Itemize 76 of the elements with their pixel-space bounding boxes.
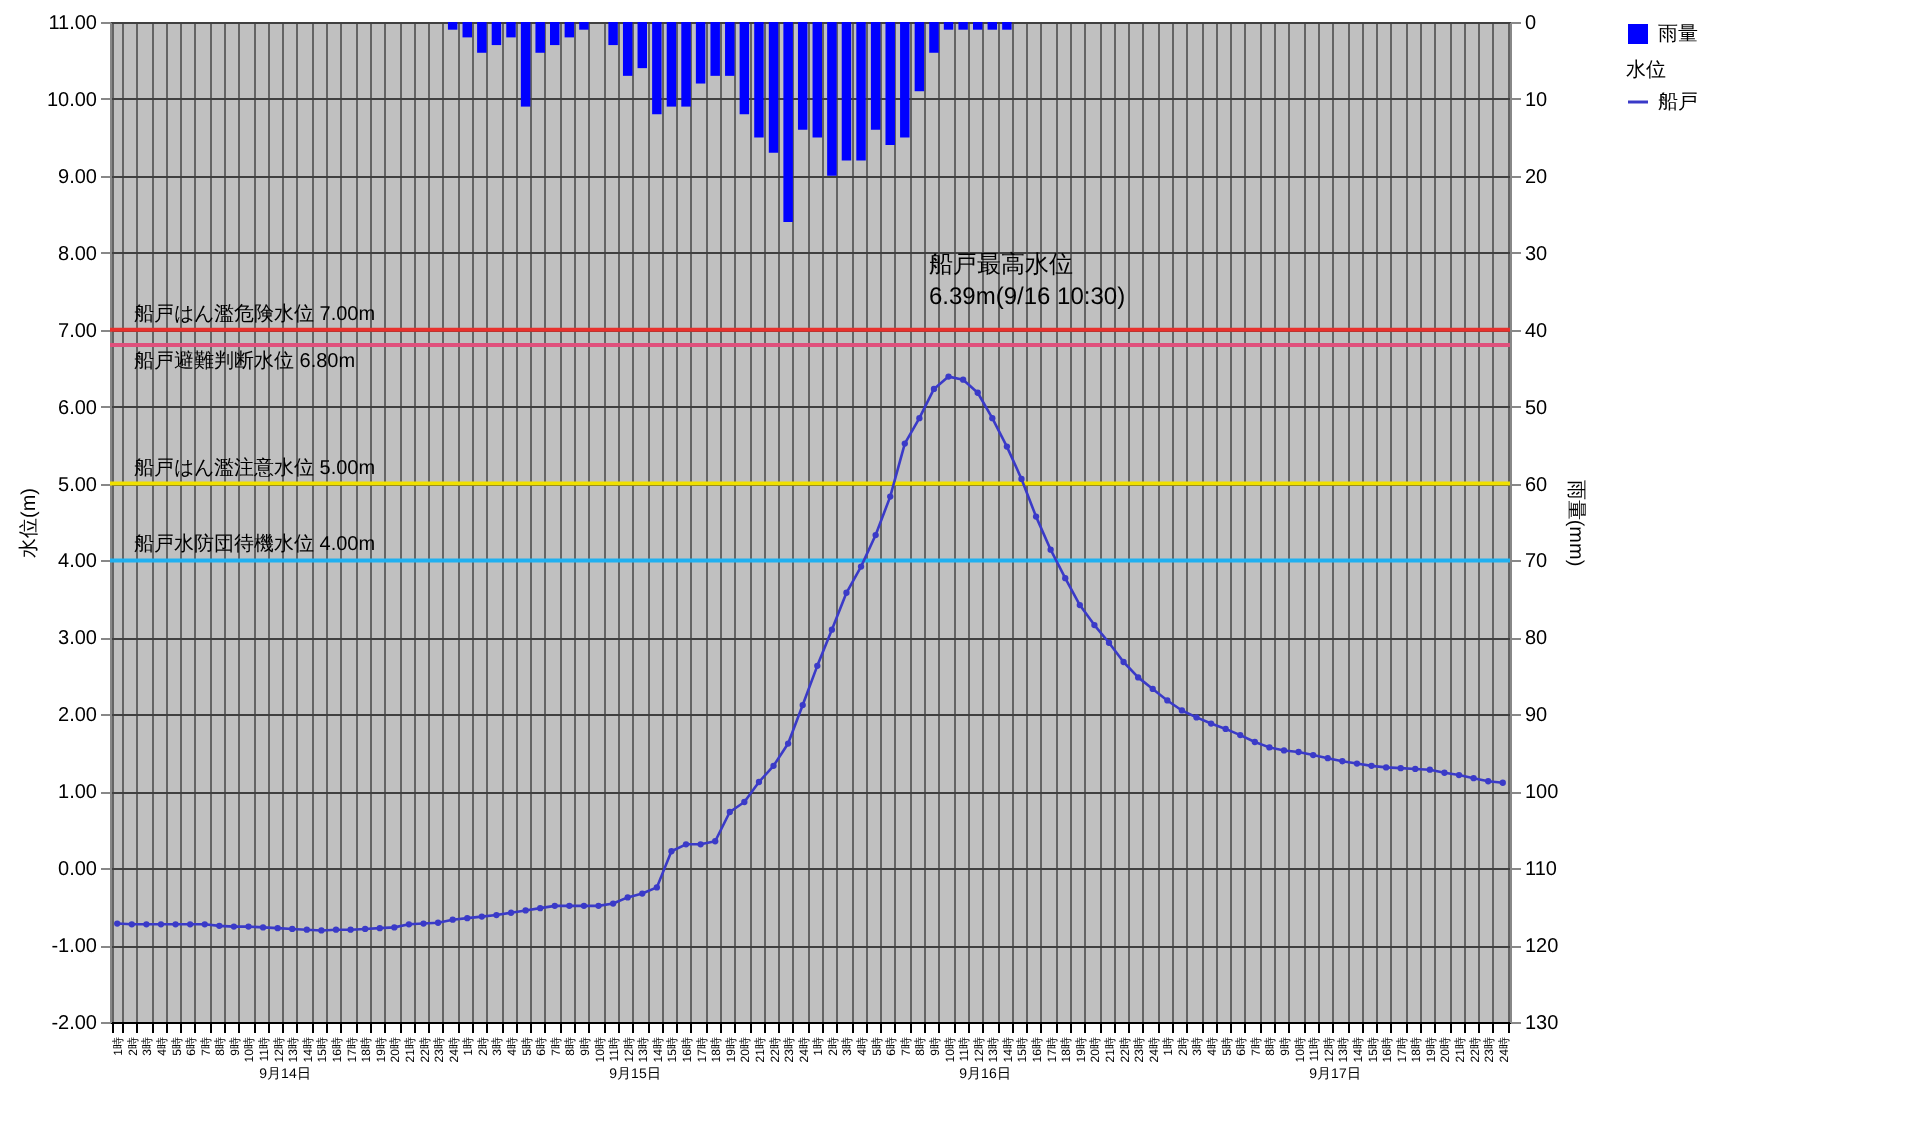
bar [710, 22, 720, 76]
y2-tick-label: 0 [1525, 13, 1537, 35]
bar [462, 22, 472, 38]
bar [797, 22, 808, 130]
bar [958, 22, 968, 30]
ref-line-label: 船戸水防団待機水位 4.00m [134, 532, 376, 557]
bar [783, 22, 793, 222]
y-tick-label: 3.00 [58, 628, 98, 651]
y2-tick-label: 30 [1525, 243, 1549, 266]
bar [870, 22, 881, 130]
y-tick-label: 7.00 [58, 320, 98, 343]
bar [622, 22, 633, 76]
y2-tick-label: 60 [1525, 474, 1549, 497]
bar [579, 22, 589, 30]
y-tick-label: 2.00 [58, 705, 98, 728]
y-axis-title: 水位(m) [16, 488, 41, 558]
bar [695, 22, 706, 84]
y-tick-label: 6.00 [58, 397, 98, 420]
bar [725, 22, 735, 76]
bar [535, 22, 545, 53]
bar [637, 22, 648, 69]
y2-tick-label: 130 [1525, 1013, 1560, 1035]
bar [652, 22, 662, 115]
bar [885, 22, 895, 146]
y2-tick-label: 110 [1525, 859, 1558, 882]
bar [520, 22, 531, 107]
ref-line-label: 船戸はん濫注意水位 5.00m [134, 455, 376, 480]
bar [550, 22, 560, 46]
bar [972, 22, 983, 30]
bar [914, 22, 925, 92]
bar [666, 22, 677, 107]
y2-tick-label: 120 [1525, 936, 1560, 959]
bar [608, 22, 618, 46]
y2-tick-label: 10 [1525, 89, 1549, 112]
bar [506, 22, 516, 38]
bar [943, 22, 954, 30]
y2-tick-label: 20 [1525, 166, 1549, 189]
y2-tick-label: 40 [1525, 320, 1549, 343]
y-tick-label: -1.00 [51, 936, 98, 959]
bar [491, 22, 502, 46]
y-tick-label: 9.00 [58, 166, 98, 189]
bar [1002, 22, 1012, 30]
y-tick-label: 4.00 [58, 551, 98, 574]
y2-tick-label: 80 [1525, 628, 1549, 651]
ref-line-label: 船戸はん濫危険水位 7.00m [134, 301, 376, 326]
y2-tick-label: 50 [1525, 397, 1549, 420]
y2-tick-label: 90 [1525, 705, 1549, 728]
y-tick-label: 0.00 [58, 859, 98, 882]
y2-tick-label: 100 [1525, 782, 1560, 805]
bar [447, 22, 458, 30]
bar [987, 22, 998, 30]
legend-label: 雨量 [1658, 24, 1698, 46]
bar [739, 22, 750, 115]
y-tick-label: 1.00 [58, 782, 98, 805]
legend-title: 水位 [1626, 58, 1666, 82]
annotation: 船戸最高水位 6.39m(9/16 10:30) [929, 250, 1126, 310]
ref-line-label: 船戸避難判断水位 6.80m [134, 349, 356, 374]
bar [768, 22, 779, 153]
y-tick-label: 5.00 [58, 474, 98, 497]
y-tick-label: 10.00 [46, 89, 98, 112]
bar [900, 22, 910, 138]
bar [841, 22, 852, 161]
bar [564, 22, 575, 38]
y-tick-label: 8.00 [58, 243, 98, 266]
bar [827, 22, 837, 176]
bar [477, 22, 487, 53]
y2-axis-title: 雨量(mm) [1564, 479, 1587, 567]
bar [754, 22, 764, 138]
legend-label: 船戸 [1658, 92, 1698, 114]
bar [681, 22, 691, 107]
y2-tick-label: 70 [1525, 551, 1549, 574]
y-tick-label: -2.00 [51, 1013, 98, 1035]
bar [929, 22, 939, 53]
bar [856, 22, 866, 161]
bar [812, 22, 823, 138]
y-tick-label: 11.00 [48, 13, 98, 35]
